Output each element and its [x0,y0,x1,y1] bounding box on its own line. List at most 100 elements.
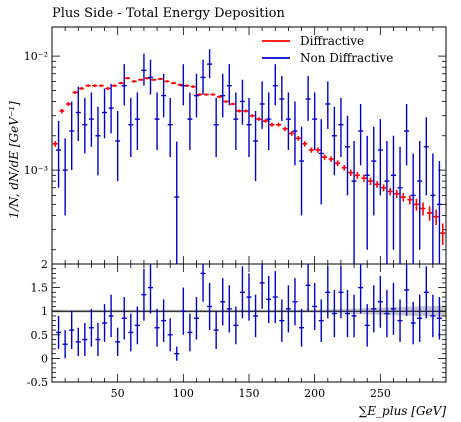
non-diffractive-point [246,97,252,158]
diffractive-point [170,81,176,85]
diffractive-point [420,202,426,216]
ratio-point [220,278,226,326]
diffractive-point [289,131,295,136]
diffractive-point [190,85,196,88]
ratio-point [371,285,377,333]
diffractive-point [197,93,203,96]
diffractive-point [295,136,301,141]
non-diffractive-point [305,75,311,121]
ratio-point [299,308,305,347]
chart-title: Plus Side - Total Energy Deposition [52,6,285,21]
non-diffractive-point [161,73,167,118]
ratio-y-tick-label: 0.5 [31,329,49,342]
diffractive-point [440,223,446,246]
non-diffractive-point [134,92,140,151]
ratio-point [430,294,436,338]
ratio-y-tick-label: 1 [41,305,48,318]
non-diffractive-point [285,92,291,151]
non-diffractive-point [239,79,245,125]
ratio-point [174,346,180,361]
ratio-point [115,327,121,357]
ratio-point [128,313,134,352]
legend-label-non-diffractive: Non Diffractive [300,51,393,65]
ratio-point [423,266,429,319]
non-diffractive-point [351,140,357,264]
diffractive-point [249,114,255,118]
diffractive-point [144,77,150,80]
diffractive-point [341,164,347,171]
ratio-point [82,323,88,357]
diffractive-point [276,122,282,127]
ratio-point [213,311,219,349]
diffractive-point [302,141,308,147]
diffractive-point [262,119,268,123]
y-tick-label: 10⁻² [24,50,48,63]
diffractive-point [118,81,124,85]
non-diffractive-point [167,97,173,158]
y-tick-label: 10⁻³ [24,164,48,177]
ratio-point [75,327,81,357]
ratio-point [102,304,108,342]
non-diffractive-point [390,135,396,250]
non-diffractive-point [292,101,298,166]
ratio-point [364,304,370,347]
ratio-point [305,264,311,312]
diffractive-point [223,100,229,103]
diffractive-point [427,206,433,221]
ratio-point [410,301,416,345]
non-diffractive-point [75,86,81,141]
diffractive-point [131,80,137,83]
non-diffractive-point [338,97,344,158]
non-diffractive-point [88,92,94,147]
non-diffractive-point [108,83,114,134]
diffractive-point [85,84,91,88]
non-diffractive-point [141,53,147,86]
non-diffractive-point [345,115,350,196]
non-diffractive-point [259,81,265,129]
ratio-point [397,299,403,342]
diffractive-point [308,147,314,153]
non-diffractive-point [56,120,62,188]
non-diffractive-point [148,59,153,95]
legend-label-diffractive: Diffractive [300,34,364,48]
x-tick-label: 50 [111,387,125,400]
non-diffractive-point [187,92,193,151]
non-diffractive-point [318,119,324,205]
diffractive-point [335,160,341,167]
ratio-point [253,294,259,338]
diffractive-point [322,154,328,160]
ratio-point [62,330,68,359]
non-diffractive-point [226,64,232,106]
non-diffractive-point [417,140,423,250]
diffractive-point [348,169,354,176]
x-tick-label: 150 [239,387,260,400]
non-diffractive-point [279,75,285,121]
ratio-point [161,299,167,342]
diffractive-point [98,84,104,88]
non-diffractive-point [377,119,383,196]
ratio-point [345,289,350,338]
diffractive-point [151,78,157,81]
ratio-point [312,282,318,331]
x-axis-label: ∑E_plus [GeV] [359,404,447,418]
diffractive-point [52,140,58,147]
diffractive-point [243,109,249,113]
non-diffractive-point [410,153,416,264]
ratio-point [390,282,396,335]
non-diffractive-point [430,153,436,264]
x-tick-label: 200 [304,387,325,400]
ratio-point [404,264,410,316]
diffractive-point [164,80,170,83]
ratio-point [331,289,337,338]
ratio-y-tick-label: 2 [41,258,48,271]
ratio-point [351,294,357,338]
ratio-point [338,266,344,319]
non-diffractive-point [404,103,410,166]
diffractive-point [269,122,275,127]
diffractive-point [210,93,216,96]
non-diffractive-point [174,141,180,264]
legend: Diffractive Non Diffractive [262,34,393,65]
ratio-point [134,306,140,345]
non-diffractive-point [180,64,186,106]
